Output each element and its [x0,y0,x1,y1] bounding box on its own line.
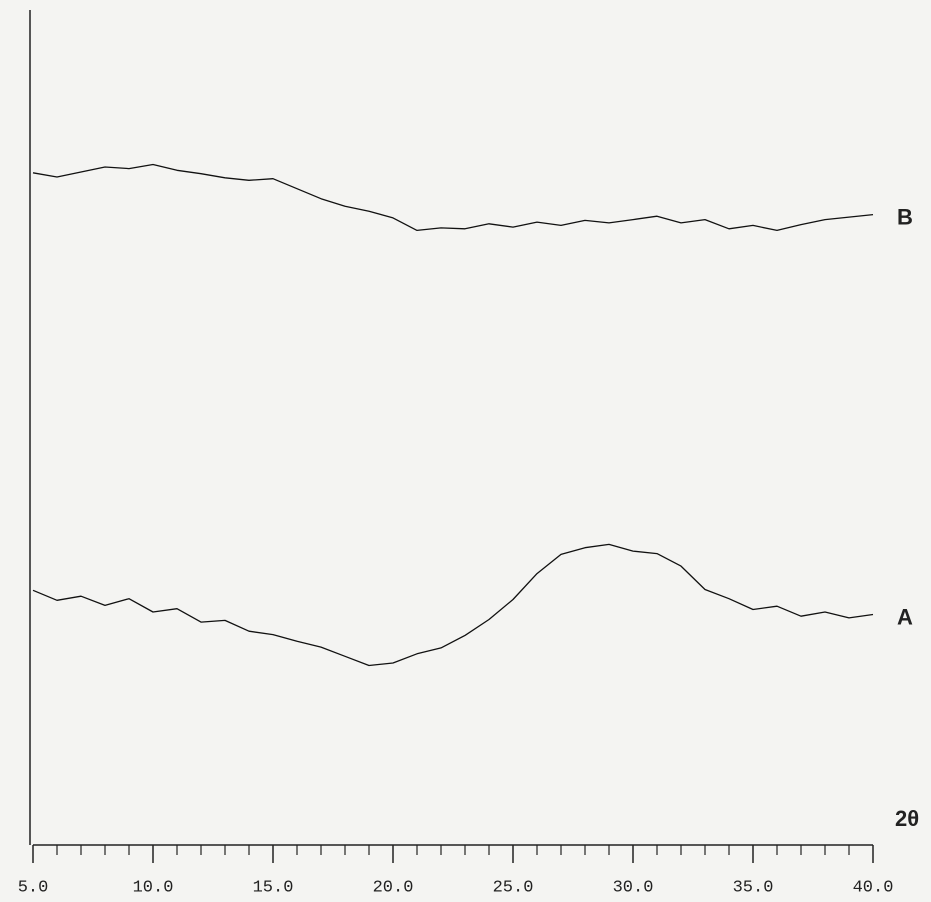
x-tick-label: 10.0 [133,878,174,897]
x-tick-label: 20.0 [373,878,414,897]
x-tick-label: 15.0 [253,878,294,897]
series-line [32,543,874,667]
x-axis-label: 2θ [895,806,919,831]
x-tick-label: 35.0 [733,878,774,897]
x-tick-label: 5.0 [18,878,49,897]
legend-label: A [897,604,913,629]
series-line [32,163,874,232]
x-tick-label: 40.0 [853,878,894,897]
legend-label: B [897,204,913,229]
x-tick-label: 30.0 [613,878,654,897]
x-tick-label: 25.0 [493,878,534,897]
